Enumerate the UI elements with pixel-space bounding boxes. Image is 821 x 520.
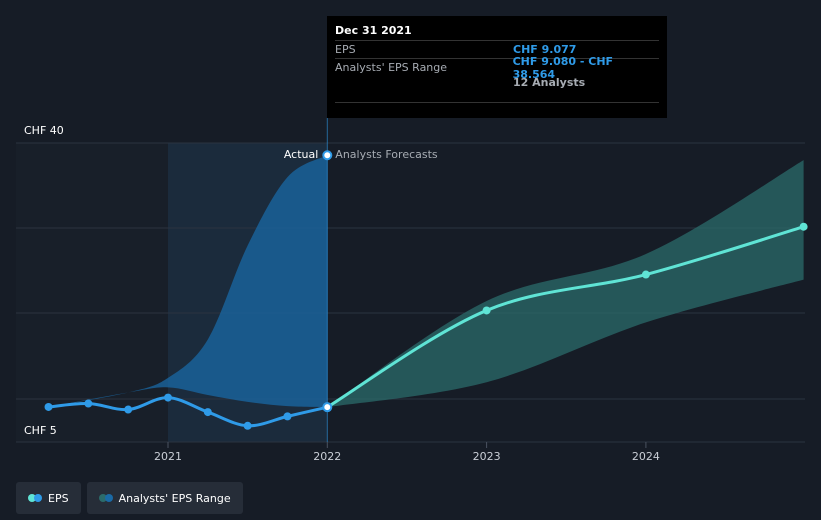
tooltip-range-label: Analysts' EPS Range	[335, 61, 448, 74]
axis-ticks: 2021 2022 2023 2024 CHF 40 CHF 5	[24, 124, 660, 463]
legend-item-eps[interactable]: EPS	[16, 482, 81, 514]
eps-point	[283, 412, 292, 421]
legend-label-range: Analysts' EPS Range	[118, 491, 231, 505]
actual-label: Actual	[284, 148, 318, 161]
x-tick-label: 2024	[632, 450, 660, 463]
x-tick-label: 2021	[154, 450, 182, 463]
range-high-point	[322, 150, 333, 161]
eps-swatch-icon	[28, 494, 42, 502]
tooltip-eps-value: CHF 9.077	[513, 43, 577, 56]
range-past-area	[48, 155, 328, 408]
tooltip-date: Dec 31 2021	[335, 24, 412, 37]
legend-label-eps: EPS	[48, 491, 69, 505]
past-shade-dark	[16, 143, 168, 442]
eps-point	[243, 421, 252, 430]
tooltip-analysts: 12 Analysts	[513, 76, 586, 89]
legend: EPS Analysts' EPS Range	[16, 482, 243, 514]
eps-point	[203, 408, 212, 417]
eps-point	[84, 399, 93, 408]
forecast-point	[641, 270, 650, 279]
data-points	[44, 150, 808, 430]
x-tick-label: 2022	[313, 450, 341, 463]
forecast-label: Analysts Forecasts	[335, 148, 438, 161]
forecast-line	[326, 225, 805, 409]
tooltip-eps-label: EPS	[335, 43, 356, 56]
tooltip-range-value: CHF 9.080 - CHF 38.564	[512, 54, 614, 81]
tooltip-eps-row: EPS CHF 9.077	[335, 40, 659, 58]
legend-item-range[interactable]: Analysts' EPS Range	[86, 482, 243, 514]
x-tick-label: 2023	[473, 450, 501, 463]
eps-point	[124, 405, 133, 414]
eps-point	[44, 402, 53, 411]
tooltip-range-row: Analysts' EPS Range CHF 9.080 - CHF 38.5…	[335, 55, 659, 81]
tooltip-divider	[335, 102, 659, 103]
forecast-point	[482, 306, 491, 315]
range-swatch-icon	[98, 494, 113, 502]
y-tick-label: CHF 5	[24, 424, 57, 437]
eps-point	[164, 393, 172, 402]
forecast-point	[799, 222, 808, 231]
current-eps-point	[322, 402, 333, 413]
y-tick-label: CHF 40	[24, 124, 64, 137]
tooltip: Dec 31 2021 EPS CHF 9.077 Analysts' EPS …	[327, 16, 667, 118]
range-forecast-area	[327, 160, 804, 408]
